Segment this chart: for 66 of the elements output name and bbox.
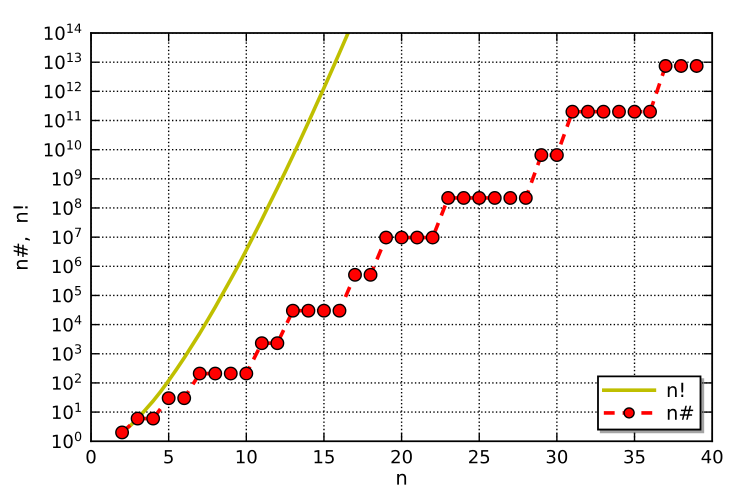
legend-label: n! bbox=[668, 382, 684, 397]
y-tick-label: 10$^{5}$ bbox=[52, 286, 81, 302]
point bbox=[286, 304, 300, 318]
y-tick-label: 10$^{6}$ bbox=[52, 256, 82, 274]
x-tick-label: 25 bbox=[469, 450, 490, 464]
point bbox=[115, 426, 130, 440]
y-tick-label: 10$^{7}$ bbox=[52, 228, 82, 244]
point bbox=[518, 191, 533, 205]
x-tick-label: 30 bbox=[546, 450, 568, 464]
y-tick-label: 10$^{2}$ bbox=[52, 373, 81, 390]
point bbox=[596, 104, 610, 119]
point bbox=[270, 336, 284, 350]
point bbox=[472, 191, 486, 205]
point bbox=[332, 304, 346, 318]
y-tick-label: 10$^{12}$ bbox=[44, 82, 81, 98]
point bbox=[162, 391, 176, 406]
y-tick-label: 10$^{4}$ bbox=[52, 315, 82, 332]
y-tick-label: 10$^{11}$ bbox=[44, 111, 81, 128]
point bbox=[394, 230, 409, 244]
point bbox=[410, 230, 424, 244]
y-tick-label: 10$^{13}$ bbox=[44, 52, 81, 70]
point bbox=[503, 191, 518, 205]
point bbox=[130, 412, 145, 426]
point bbox=[239, 366, 254, 380]
y-tick-label: 10$^{10}$ bbox=[44, 140, 82, 157]
point bbox=[488, 191, 502, 205]
point bbox=[192, 366, 207, 380]
point bbox=[565, 104, 580, 119]
point bbox=[177, 391, 192, 406]
y-tick-label: 10$^{1}$ bbox=[52, 402, 81, 420]
point bbox=[426, 230, 440, 244]
point bbox=[580, 104, 595, 119]
point bbox=[208, 366, 222, 380]
x-axis-title: n bbox=[397, 474, 406, 485]
point bbox=[441, 191, 456, 205]
point bbox=[456, 191, 471, 205]
y-tick-label: 10$^{14}$ bbox=[44, 24, 82, 40]
x-tick-label: 35 bbox=[624, 450, 644, 464]
point bbox=[550, 148, 564, 162]
y-tick-label: 10$^{9}$ bbox=[52, 169, 82, 186]
point bbox=[643, 104, 657, 119]
point bbox=[628, 104, 642, 119]
x-tick-label: 20 bbox=[391, 450, 412, 464]
point bbox=[674, 59, 688, 73]
point bbox=[534, 148, 548, 162]
point bbox=[224, 366, 238, 380]
x-tick-label: 5 bbox=[164, 450, 173, 464]
x-tick-label: 15 bbox=[314, 450, 334, 464]
y-axis-title: n#, n! bbox=[13, 206, 30, 270]
point bbox=[690, 59, 704, 73]
y-tick-label: 10$^{0}$ bbox=[52, 432, 82, 448]
point bbox=[146, 412, 160, 426]
point bbox=[612, 104, 626, 119]
x-tick-label: 40 bbox=[702, 450, 722, 464]
x-tick-label: 10 bbox=[236, 450, 257, 464]
x-tick-label: 0 bbox=[86, 450, 96, 464]
y-tick-label: 10$^{3}$ bbox=[52, 344, 82, 361]
point bbox=[364, 268, 378, 282]
point bbox=[379, 230, 394, 244]
point bbox=[254, 336, 269, 350]
point bbox=[348, 268, 362, 282]
point bbox=[301, 304, 316, 318]
y-tick-label: 10$^{8}$ bbox=[52, 198, 82, 215]
point bbox=[317, 304, 331, 318]
point bbox=[658, 59, 673, 73]
legend-label: n# bbox=[668, 406, 694, 420]
